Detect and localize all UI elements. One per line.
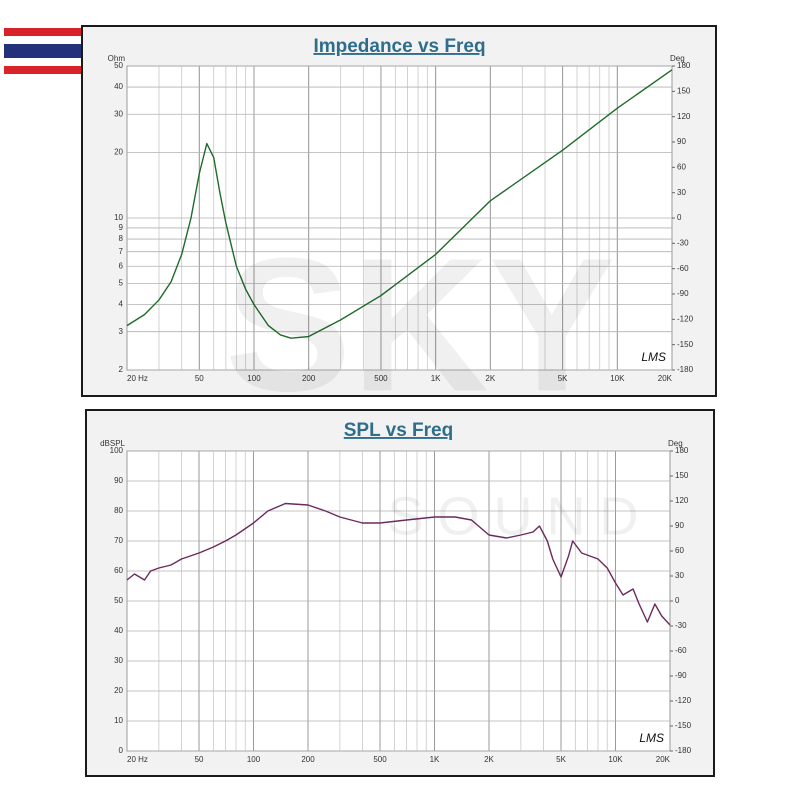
y2-tick-label: -30 (677, 238, 689, 247)
y2-tick-label: -60 (677, 264, 689, 273)
y2-tick-label: 120 (675, 496, 689, 505)
x-tick-label: 50 (195, 755, 204, 764)
y2-tick-label: 30 (675, 571, 684, 580)
y-tick-label: 7 (119, 247, 124, 256)
y2-tick-label: -90 (675, 671, 687, 680)
y-tick-label: 30 (114, 656, 123, 665)
y2-tick-label: 150 (677, 86, 691, 95)
y2-axis-label: Deg (668, 439, 683, 448)
x-tick-label: 2K (485, 374, 495, 383)
chart-title: SPL vs Freq (344, 420, 453, 441)
y2-tick-label: 120 (677, 112, 691, 121)
y-tick-label: 10 (114, 213, 123, 222)
y2-tick-label: -180 (675, 746, 692, 755)
x-tick-label: 500 (374, 374, 388, 383)
x-tick-label: 20K (658, 374, 673, 383)
y-axis-label: dBSPL (100, 439, 125, 448)
y-tick-label: 20 (114, 148, 123, 157)
x-tick-label: 1K (430, 755, 440, 764)
x-tick-label: 20 Hz (127, 755, 148, 764)
y2-tick-label: 180 (677, 61, 691, 70)
x-tick-label: 50 (195, 374, 204, 383)
y2-tick-label: -120 (677, 314, 694, 323)
y-tick-label: 90 (114, 476, 123, 485)
chart: 20 Hz 50 100 200 500 1K 2K 5K 10K 20K234567891020… (81, 25, 717, 397)
chart-title: Impedance vs Freq (313, 36, 485, 57)
flag-stripe (4, 44, 94, 58)
y-tick-label: 0 (119, 746, 124, 755)
x-tick-label: 500 (373, 755, 387, 764)
y-tick-label: 8 (119, 234, 124, 243)
x-tick-label: 20 Hz (127, 374, 148, 383)
y2-tick-label: -90 (677, 289, 689, 298)
y-tick-label: 40 (114, 82, 123, 91)
x-tick-label: 5K (556, 755, 566, 764)
y2-tick-label: 30 (677, 188, 686, 197)
y-tick-label: 80 (114, 506, 123, 515)
y-tick-label: 6 (119, 261, 124, 270)
y-tick-label: 60 (114, 566, 123, 575)
x-tick-label: 20K (656, 755, 671, 764)
data-line (126, 502, 671, 626)
y2-tick-label: 60 (675, 546, 684, 555)
y2-tick-label: 90 (677, 137, 686, 146)
y2-tick-label: -120 (675, 696, 692, 705)
y2-tick-label: -180 (677, 365, 694, 374)
watermark: SKY (225, 219, 616, 431)
y-tick-label: 50 (114, 61, 123, 70)
flag-stripe (4, 58, 94, 66)
y-tick-label: 10 (114, 716, 123, 725)
y-tick-label: 50 (114, 596, 123, 605)
flag-stripe (4, 66, 94, 74)
y-tick-label: 5 (119, 279, 124, 288)
y2-tick-label: 150 (675, 471, 689, 480)
y-tick-label: 4 (119, 300, 124, 309)
y2-tick-label: -150 (677, 340, 694, 349)
data-line (126, 69, 673, 339)
y2-tick-label: 0 (675, 596, 680, 605)
x-tick-label: 100 (247, 374, 261, 383)
y2-tick-label: -30 (675, 621, 687, 630)
annotation: LMS (639, 731, 664, 745)
y2-tick-label: -150 (675, 721, 692, 730)
x-tick-label: 2K (484, 755, 494, 764)
y-axis-label: Ohm (108, 54, 126, 63)
y2-tick-label: 180 (675, 446, 689, 455)
y2-tick-label: 60 (677, 162, 686, 171)
y-tick-label: 3 (119, 327, 124, 336)
y-tick-label: 70 (114, 536, 123, 545)
chart: 20 Hz 50 100 200 500 1K 2K 5K 10K 20K 0 10 20 30 40 50 6… (85, 409, 715, 777)
y-tick-label: 100 (110, 446, 124, 455)
y2-tick-label: 0 (677, 213, 682, 222)
y-tick-label: 9 (119, 223, 124, 232)
x-tick-label: 10K (608, 755, 623, 764)
x-tick-label: 5K (558, 374, 568, 383)
flag-stripe (4, 28, 94, 36)
y-tick-label: 20 (114, 686, 123, 695)
watermark: SOUND (387, 486, 652, 546)
flag (4, 28, 94, 74)
flag-stripe (4, 36, 94, 44)
y2-tick-label: 90 (675, 521, 684, 530)
x-tick-label: 1K (431, 374, 441, 383)
y-tick-label: 2 (119, 365, 124, 374)
y2-axis-label: Deg (670, 54, 685, 63)
x-tick-label: 100 (247, 755, 261, 764)
annotation: LMS (641, 350, 666, 364)
y2-tick-label: -60 (675, 646, 687, 655)
y-tick-label: 30 (114, 109, 123, 118)
x-tick-label: 200 (301, 755, 315, 764)
x-tick-label: 200 (302, 374, 316, 383)
y-tick-label: 40 (114, 626, 123, 635)
x-tick-label: 10K (610, 374, 625, 383)
